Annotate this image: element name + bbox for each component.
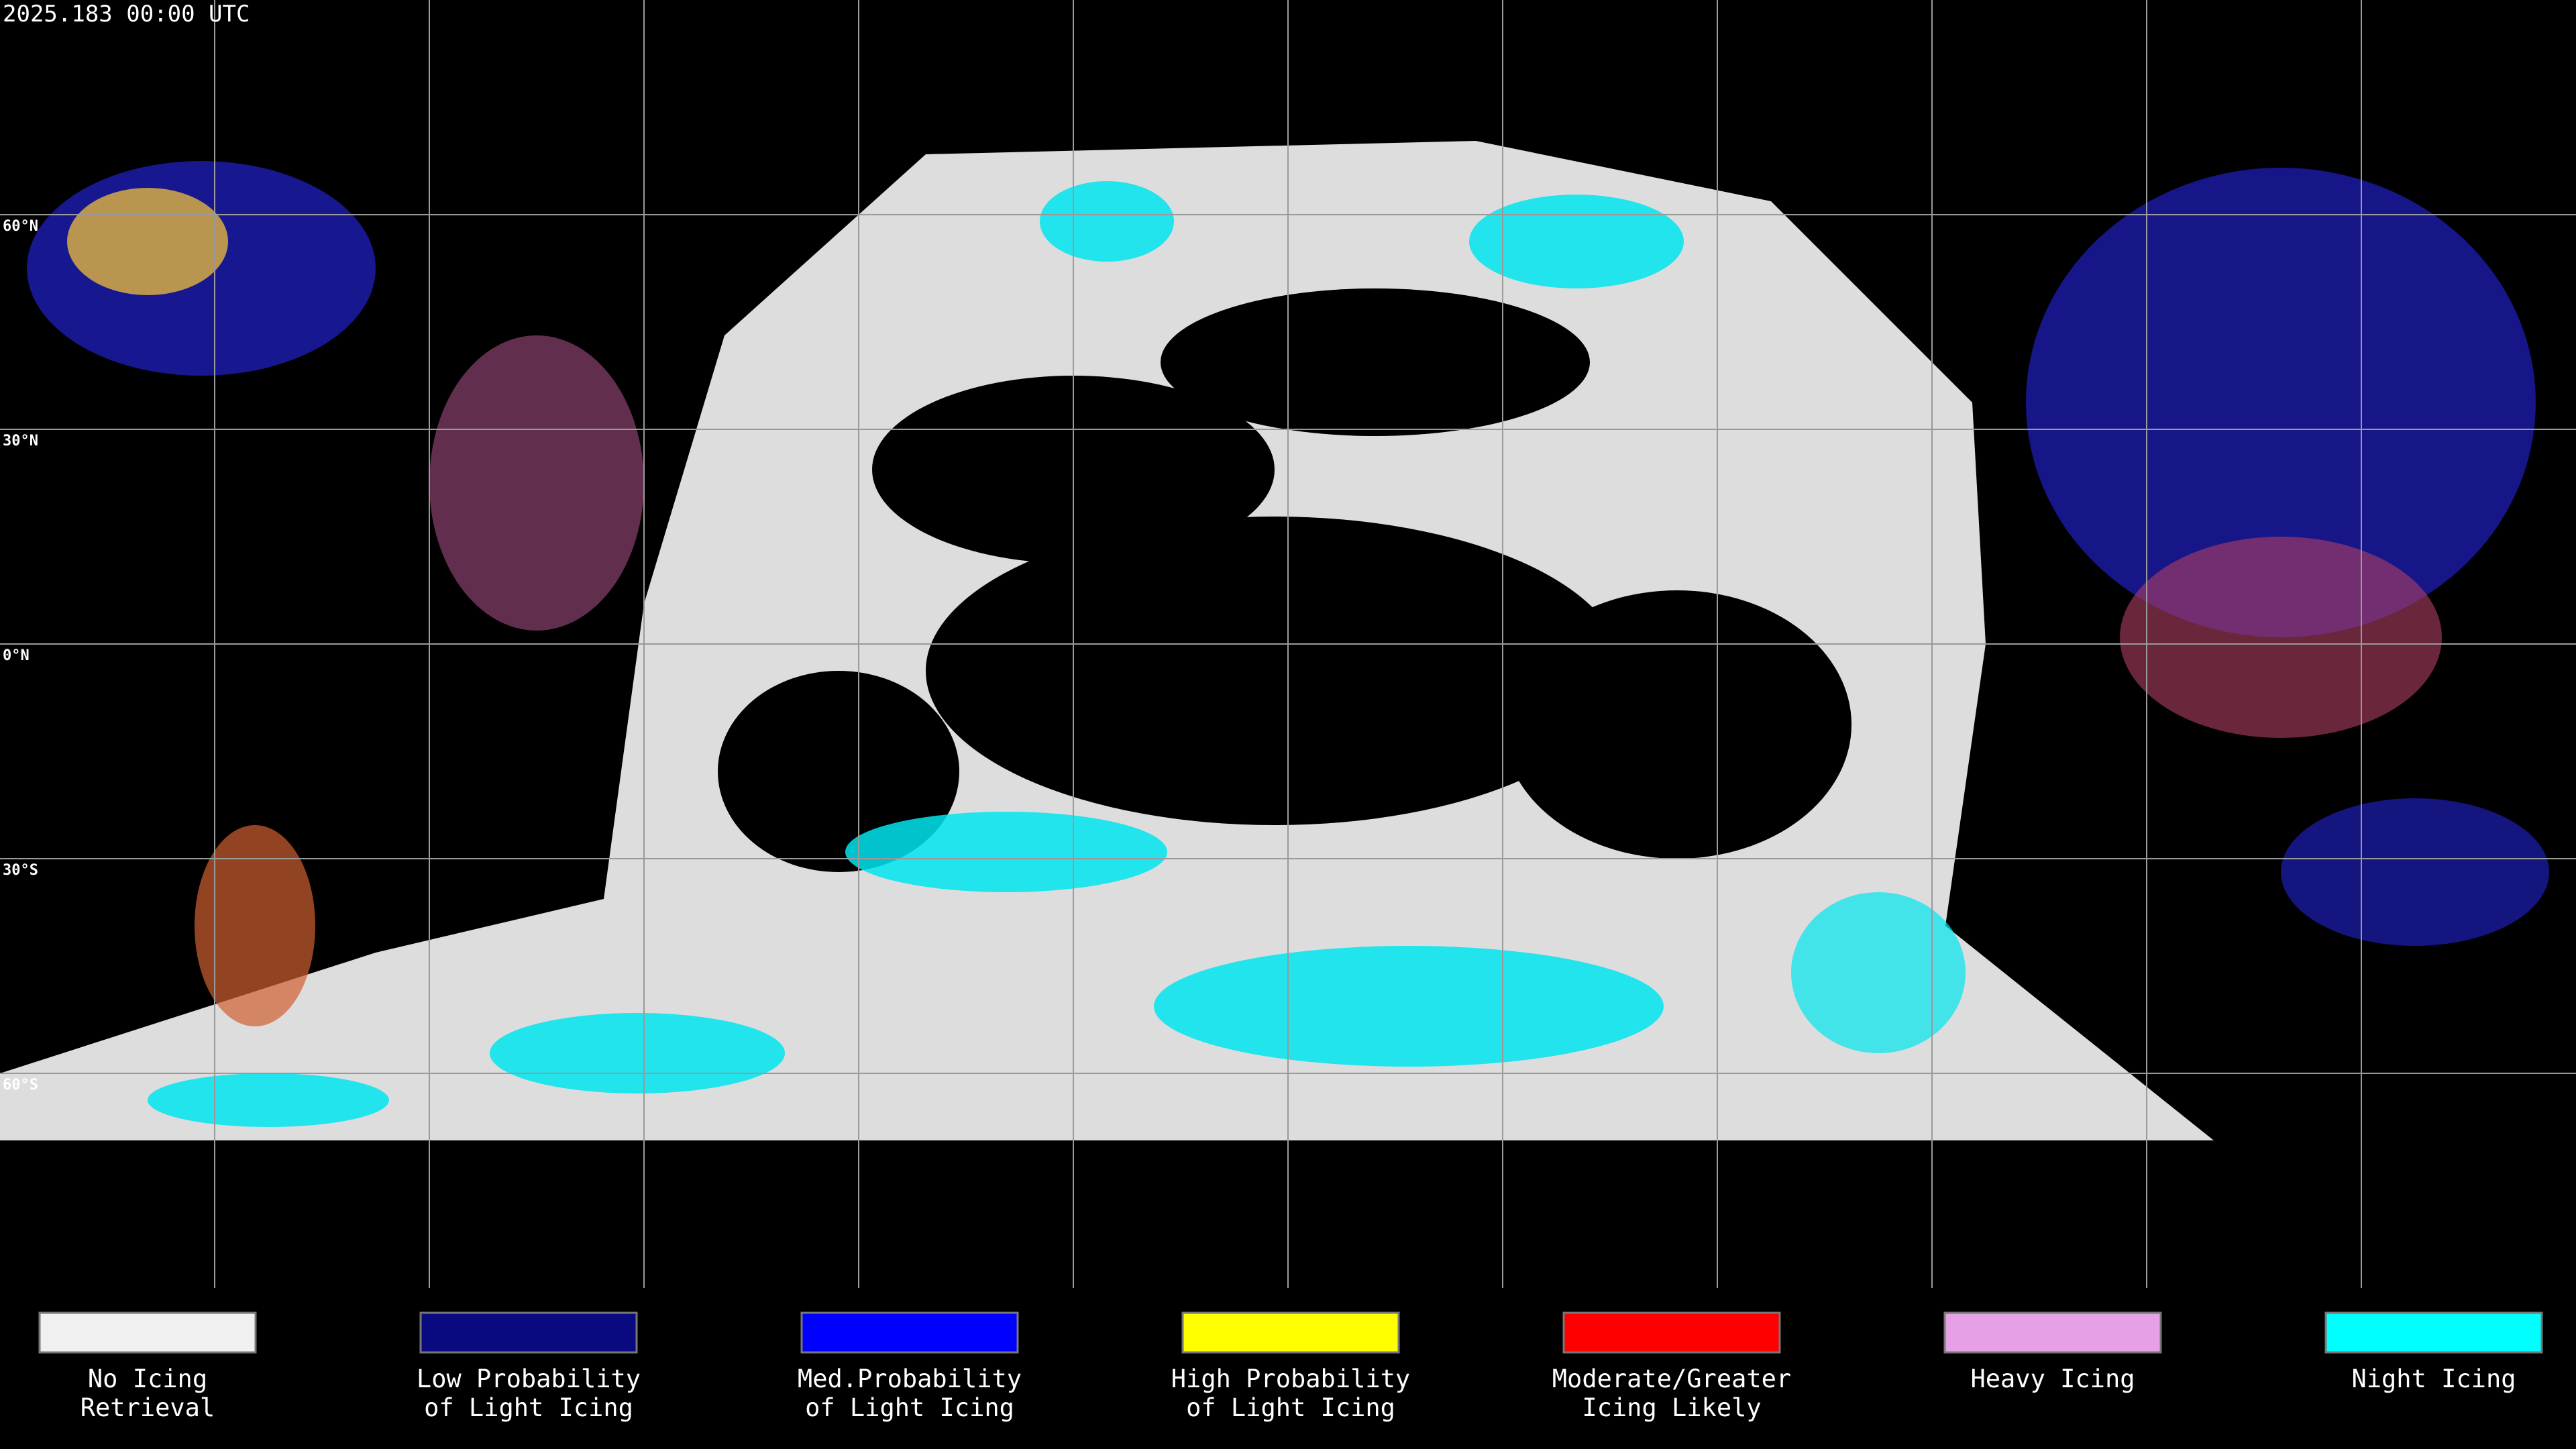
legend-label: Med.Probability	[798, 1364, 1022, 1393]
legend-label: Retrieval	[80, 1393, 215, 1422]
legend-swatch	[1562, 1311, 1781, 1354]
legend-swatch	[1943, 1311, 2162, 1354]
night-icing-patch	[490, 1013, 785, 1093]
clear-sky	[718, 671, 959, 872]
legend-label: Moderate/Greater	[1552, 1364, 1791, 1393]
icing-region	[195, 825, 315, 1026]
icing-region	[2281, 798, 2549, 946]
night-icing-patch	[1040, 181, 1174, 262]
latitude-label: 60°S	[3, 1077, 38, 1093]
legend-label: Low Probability	[417, 1364, 641, 1393]
legend-label: Icing Likely	[1582, 1393, 1761, 1422]
night-icing-patch	[1469, 195, 1684, 288]
latitude-label: 0°N	[3, 647, 30, 664]
legend-label: Heavy Icing	[1970, 1364, 2135, 1393]
legend-label: High Probability	[1171, 1364, 1410, 1393]
latitude-label: 60°N	[3, 218, 38, 235]
legend-swatch	[2324, 1311, 2543, 1354]
clear-sky	[1503, 590, 1851, 859]
night-icing-patch	[845, 812, 1167, 892]
legend-swatch	[800, 1311, 1019, 1354]
latitude-label: 30°N	[3, 433, 38, 449]
legend-label: No Icing	[88, 1364, 207, 1393]
legend-swatch	[419, 1311, 638, 1354]
legend-label: of Light Icing	[424, 1393, 633, 1422]
night-icing-patch	[1154, 946, 1664, 1067]
clear-sky	[926, 517, 1623, 825]
latitude-label: 30°S	[3, 862, 38, 879]
legend-swatch	[1181, 1311, 1400, 1354]
icing-region	[67, 188, 228, 295]
night-icing-patch	[148, 1073, 389, 1127]
clear-sky	[1161, 288, 1590, 436]
night-icing-patch	[1791, 892, 1966, 1053]
legend-label: Night Icing	[2351, 1364, 2516, 1393]
cloud-field	[0, 141, 2549, 1140]
legend-label: of Light Icing	[1186, 1393, 1395, 1422]
legend-swatch	[38, 1311, 257, 1354]
graticule	[0, 0, 2576, 1288]
icing-region	[429, 335, 644, 631]
latitude-labels: 60°N 30°N 0°N 30°S 60°S	[3, 218, 38, 1093]
icing-region	[2026, 168, 2536, 637]
timestamp: 2025.183 00:00 UTC	[3, 1, 250, 28]
legend-label: of Light Icing	[805, 1393, 1014, 1422]
icing-region	[2120, 537, 2442, 738]
